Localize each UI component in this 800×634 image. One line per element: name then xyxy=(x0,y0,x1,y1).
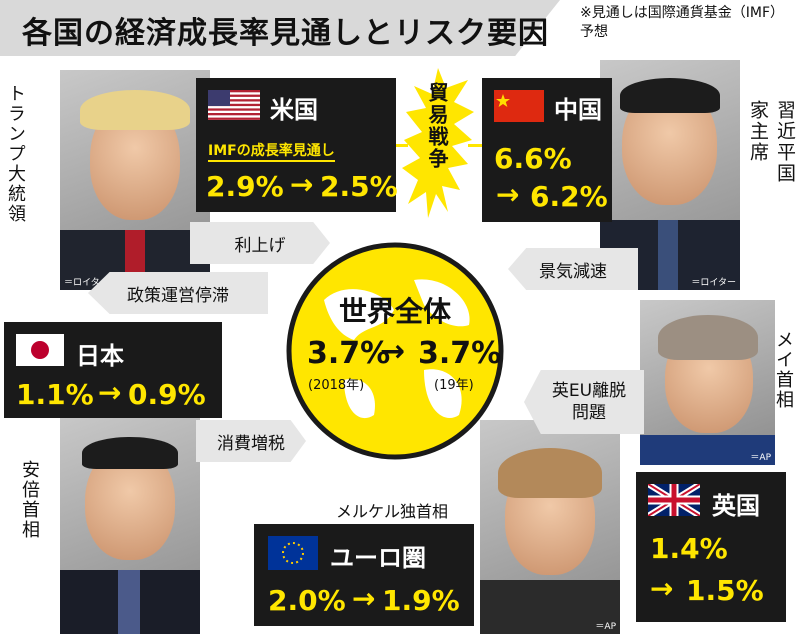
trump-photo: ＝ロイター xyxy=(60,70,210,290)
us-flag-icon xyxy=(208,90,260,120)
uk-flag-icon xyxy=(648,484,700,516)
japan-rate-to: 0.9% xyxy=(128,378,206,411)
trump-label: トランプ大統領 xyxy=(5,84,26,224)
arrow-icon: → xyxy=(380,334,406,369)
may-photo: ＝AP xyxy=(640,300,775,465)
eu-flag-icon xyxy=(268,536,318,570)
us-subtitle: IMFの成長率見通し xyxy=(208,140,335,162)
eu-rate-from: 2.0% xyxy=(268,584,346,617)
risk-policy-stall: 政策運営停滞 xyxy=(88,272,268,314)
risk-brexit: 英EU離脱問題 xyxy=(524,370,644,434)
trade-war-line-left xyxy=(392,144,408,147)
risk-label: 英EU離脱問題 xyxy=(551,381,627,423)
china-flag-icon xyxy=(494,90,544,122)
trade-war-burst xyxy=(402,68,474,218)
source-note: ※見通しは国際通貨基金（IMF）予想 xyxy=(580,5,784,40)
uk-card: 英国 1.4% → 1.5% xyxy=(636,472,786,622)
china-name: 中国 xyxy=(554,96,602,124)
world-title: 世界全体 xyxy=(338,295,451,328)
risk-label: 消費増税 xyxy=(217,433,285,454)
china-rate-to: 6.2% xyxy=(530,180,608,213)
china-card: 中国 6.6% → 6.2% xyxy=(482,78,612,222)
photo-credit: ＝ロイター xyxy=(64,278,109,288)
us-rate-to: 2.5% xyxy=(320,170,398,203)
eu-card: ユーロ圏 2.0% → 1.9% xyxy=(254,524,474,626)
photo-credit: ＝ロイター xyxy=(691,278,736,288)
arrow-icon: → xyxy=(352,582,376,615)
japan-flag-icon xyxy=(16,334,64,366)
risk-label: 政策運営停滞 xyxy=(127,285,229,306)
abe-label: 安倍首相 xyxy=(19,460,40,540)
world-year-to: (19年) xyxy=(434,378,474,393)
trade-war-line-right xyxy=(468,144,484,147)
arrow-icon: → xyxy=(650,572,674,605)
world-rate-to: 3.7% xyxy=(418,336,502,371)
title-band xyxy=(0,0,560,56)
china-rate-from: 6.6% xyxy=(494,142,572,175)
risk-slowdown: 景気減速 xyxy=(508,248,638,290)
abe-photo xyxy=(60,415,200,634)
world-globe xyxy=(286,242,504,460)
japan-name: 日本 xyxy=(76,342,124,370)
us-card: 米国 IMFの成長率見通し 2.9% → 2.5% xyxy=(196,78,398,212)
photo-credit: ＝AP xyxy=(595,622,616,632)
risk-label: 景気減速 xyxy=(539,261,607,282)
trade-war-label: 貿易戦争 xyxy=(425,82,449,170)
uk-rate-to: 1.5% xyxy=(686,574,764,607)
arrow-icon: → xyxy=(290,168,314,201)
arrow-icon: → xyxy=(496,178,520,211)
world-rate-from: 3.7% xyxy=(307,336,391,371)
risk-tax: 消費増税 xyxy=(196,420,306,462)
merkel-photo: ＝AP xyxy=(480,420,620,634)
uk-rate-from: 1.4% xyxy=(650,532,728,565)
eu-rate-to: 1.9% xyxy=(382,584,460,617)
uk-name: 英国 xyxy=(712,492,760,520)
may-label: メイ首相 xyxy=(773,330,794,410)
japan-rate-from: 1.1% xyxy=(16,378,94,411)
photo-credit: ＝AP xyxy=(750,453,771,463)
merkel-label: メルケル独首相 xyxy=(336,502,449,521)
page-title: 各国の経済成長率見通しとリスク要因 xyxy=(22,16,549,51)
us-name: 米国 xyxy=(270,96,318,124)
world-year-from: (2018年) xyxy=(308,378,365,393)
eu-name: ユーロ圏 xyxy=(330,544,426,572)
arrow-icon: → xyxy=(98,376,122,409)
us-rate-from: 2.9% xyxy=(206,170,284,203)
risk-rate-hike: 利上げ xyxy=(190,222,330,264)
risk-label: 利上げ xyxy=(234,235,286,256)
xi-label: 習近平国家主席 xyxy=(747,100,796,184)
japan-card: 日本 1.1% → 0.9% xyxy=(4,322,222,418)
